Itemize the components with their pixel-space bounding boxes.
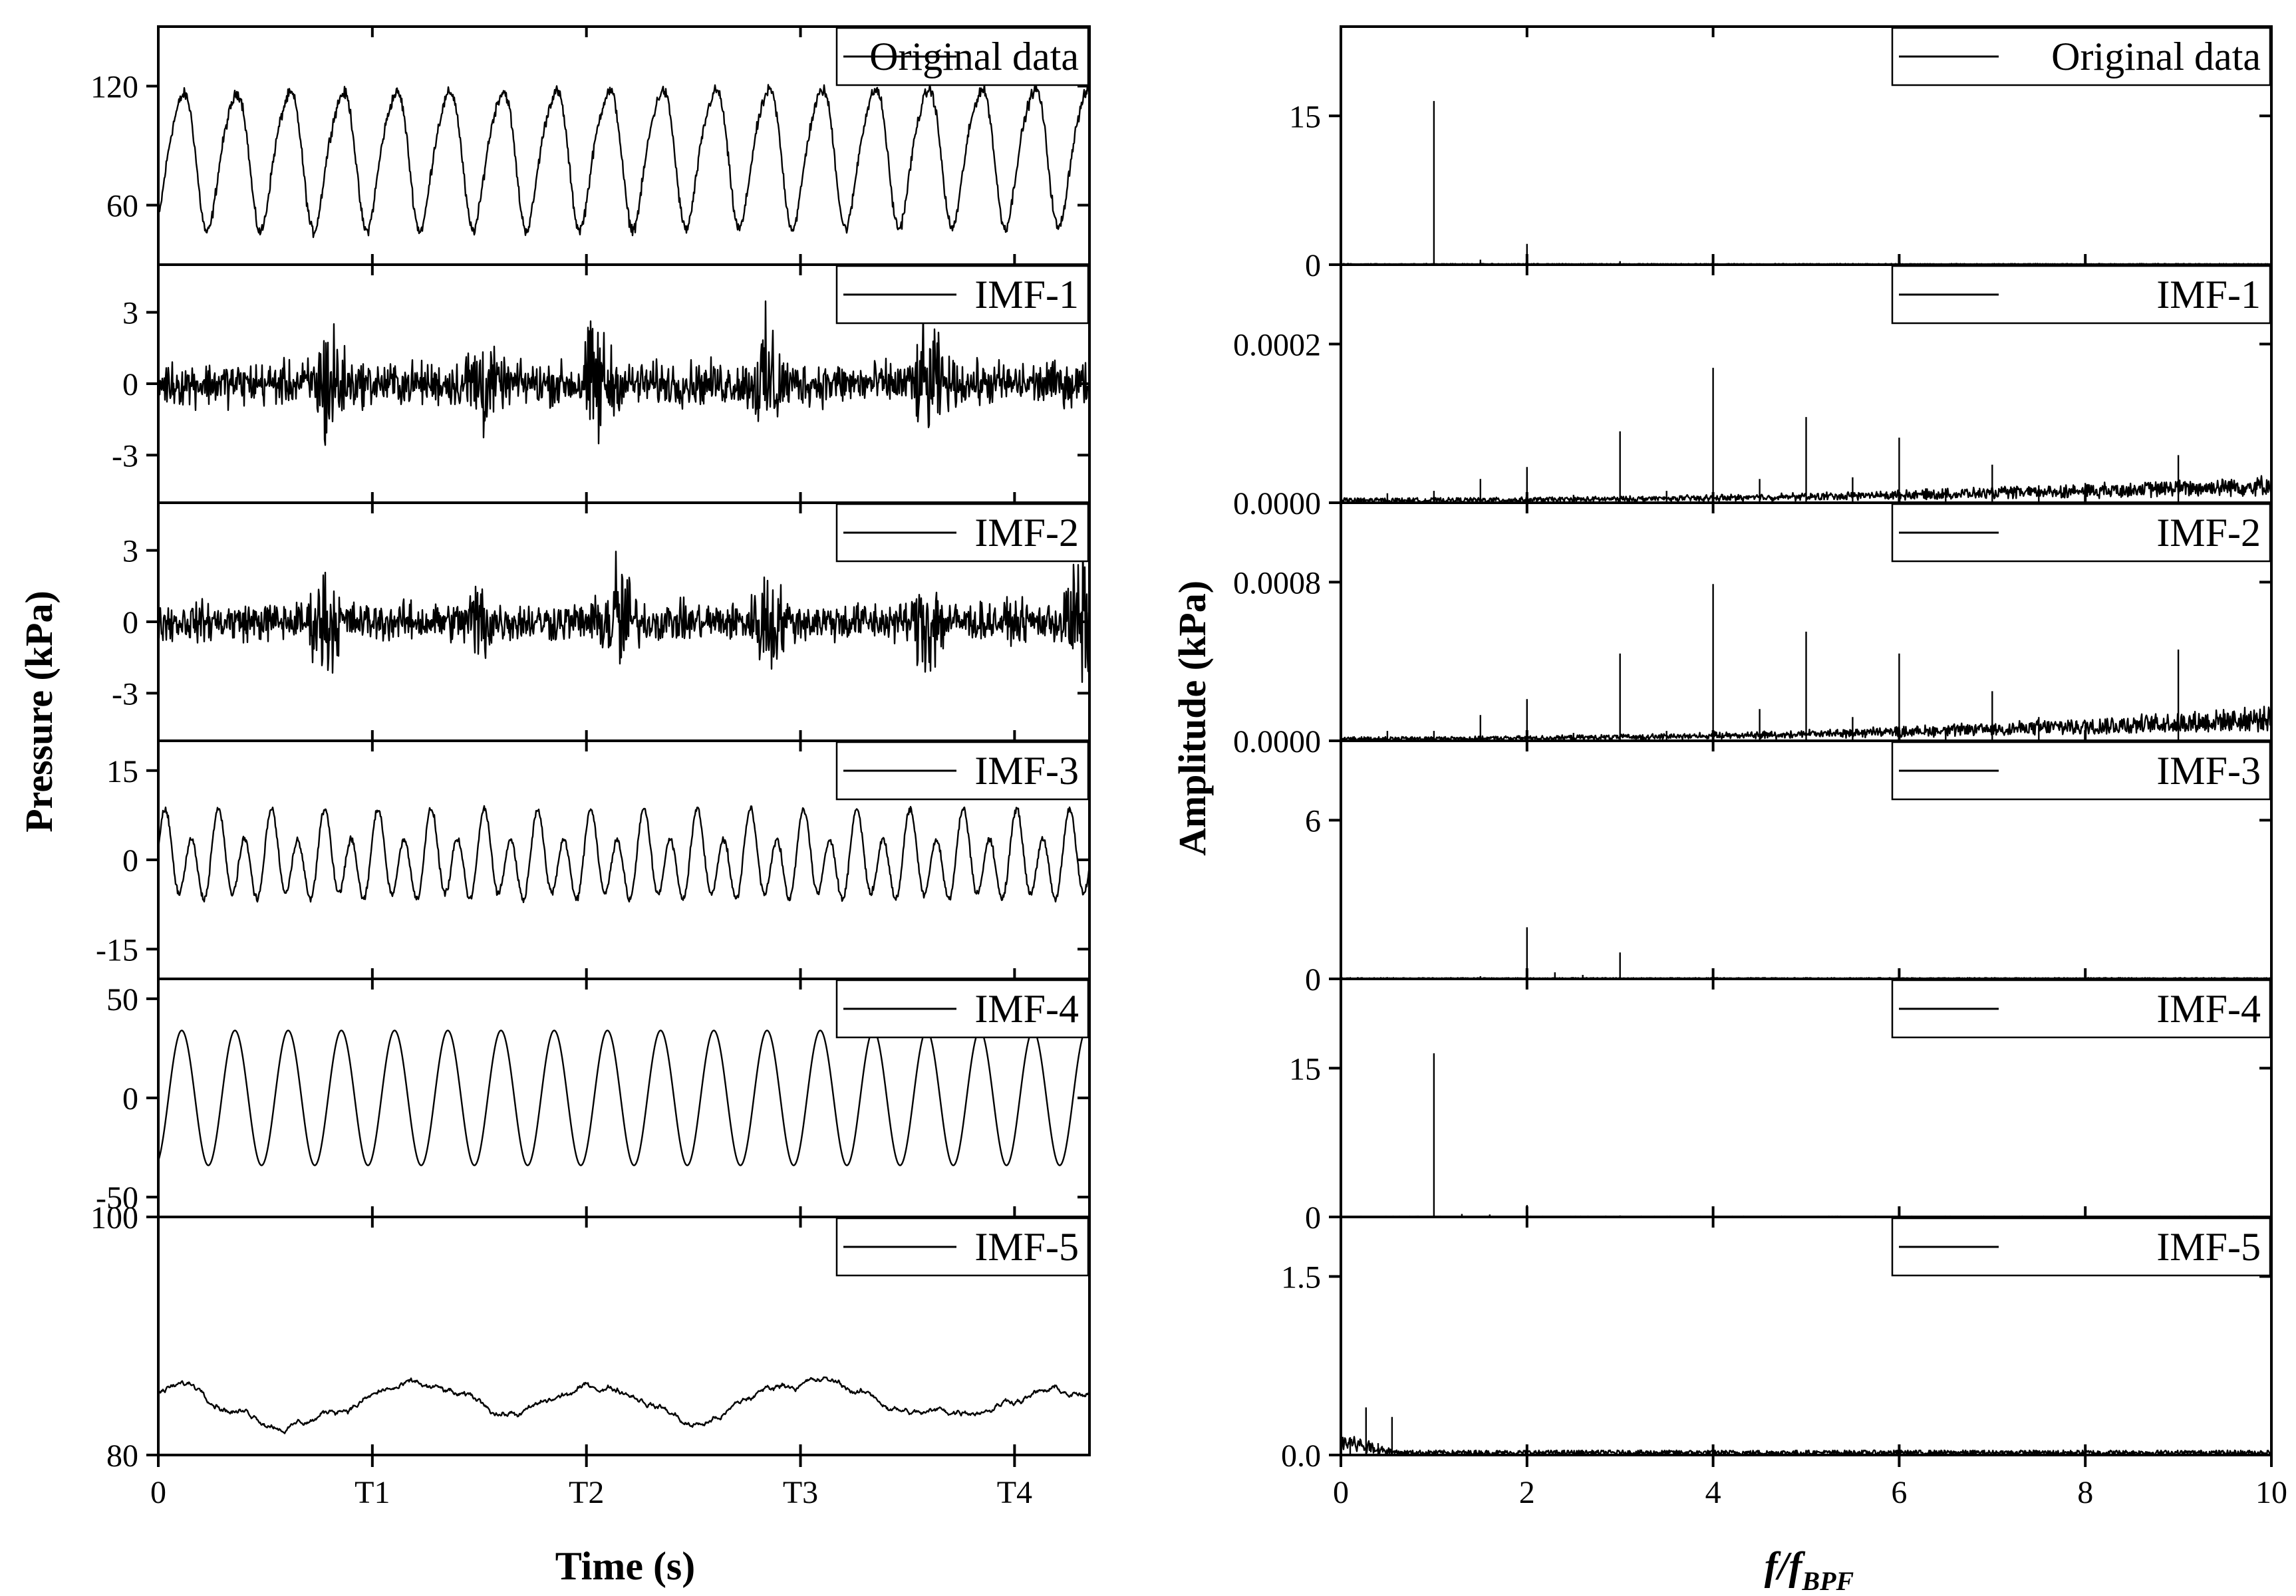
- time-6-x-tick-label: T2: [569, 1475, 604, 1510]
- freq-5-y-tick-label: 15: [1289, 1051, 1321, 1087]
- time-6-frame: [157, 1216, 1091, 1456]
- time-1-y-tick-label: 120: [90, 70, 138, 105]
- time-1-series-line: [157, 83, 1091, 238]
- time-6-x-tick-label: 0: [150, 1475, 166, 1510]
- freq-2-panel: 0.0000 0.0002 IMF-1: [1233, 263, 2273, 521]
- time-4-panel: -15 0 15 IMF-3: [96, 739, 1091, 980]
- time-2-panel: -3 0 3 IMF-1: [112, 263, 1091, 504]
- time-3-legend-label: IMF-2: [974, 511, 1079, 555]
- freq-4-panel: 0 6 IMF-3: [1305, 739, 2273, 998]
- time-5-series-line: [157, 1029, 1091, 1166]
- right-x-axis-label-main: f/f: [1765, 1544, 1806, 1588]
- time-5-y-tick-label: -50: [96, 1180, 138, 1216]
- freq-1-y-tick-label: 15: [1289, 99, 1321, 134]
- freq-1-legend-label: Original data: [2051, 35, 2261, 78]
- freq-2-legend-label: IMF-1: [2156, 273, 2261, 317]
- time-3-y-tick-label: 0: [122, 605, 138, 640]
- freq-6-frame: [1340, 1216, 2273, 1456]
- time-6-panel: 80 100 0 T1 T2 T3 T4 IMF-5: [90, 1200, 1091, 1510]
- freq-6-panel: 0.0 1.5 0 2 4 6 8 10 IMF-5: [1281, 1216, 2287, 1510]
- freq-4-series-line: [1340, 927, 2272, 980]
- time-1-panel: 60 120 Original data: [90, 25, 1091, 266]
- freq-2-series-line: [1340, 368, 2273, 504]
- right-y-axis-label: Amplitude (kPa): [1171, 581, 1214, 856]
- time-6-series-line: [158, 1376, 1090, 1434]
- time-4-y-tick-label: -15: [96, 932, 138, 968]
- freq-6-y-tick-label: 1.5: [1281, 1260, 1321, 1295]
- freq-1-y-tick-label: 0: [1305, 248, 1321, 283]
- freq-3-legend-label: IMF-2: [2156, 511, 2261, 555]
- freq-5-series-line: [1340, 1053, 2272, 1218]
- time-3-panel: -3 0 3 IMF-2: [112, 501, 1091, 742]
- time-5-panel: -50 0 50 IMF-4: [96, 978, 1091, 1218]
- right-x-axis-label: f/fBPF: [1765, 1544, 1854, 1596]
- time-5-legend-label: IMF-4: [974, 987, 1079, 1031]
- time-5-y-tick-label: 0: [122, 1081, 138, 1117]
- time-2-y-tick-label: -3: [112, 438, 138, 473]
- time-3-y-tick-label: 3: [122, 534, 138, 569]
- time-1-y-tick-label: 60: [106, 189, 138, 224]
- freq-3-series-line: [1340, 584, 2273, 742]
- time-3-legend-box: [835, 503, 1089, 563]
- freq-4-y-tick-label: 0: [1305, 962, 1321, 998]
- freq-6-y-tick-label: 0.0: [1281, 1438, 1321, 1474]
- freq-4-y-tick-label: 6: [1305, 803, 1321, 839]
- freq-6-x-tick-label: 0: [1333, 1475, 1349, 1510]
- freq-4-legend-label: IMF-3: [2156, 749, 2261, 793]
- time-domain-panels: 60 120 Original data -3 0 3 IMF-1 -3 0 3 IMF-2 -15 0…: [90, 25, 1091, 1510]
- freq-5-legend-box: [1891, 979, 2271, 1039]
- left-x-axis-label: Time (s): [555, 1544, 696, 1588]
- freq-6-x-tick-label: 10: [2255, 1475, 2287, 1510]
- time-1-legend-label: Original data: [869, 35, 1079, 78]
- freq-1-series-line: [1340, 100, 2272, 266]
- freq-6-x-tick-label: 6: [1891, 1475, 1907, 1510]
- freq-6-legend-label: IMF-5: [2156, 1225, 2261, 1269]
- time-2-series-line: [157, 300, 1091, 446]
- freq-6-x-tick-label: 2: [1519, 1475, 1535, 1510]
- freq-2-y-tick-label: 0.0000: [1233, 486, 1321, 521]
- time-6-x-tick-label: T4: [997, 1475, 1032, 1510]
- time-6-x-tick-label: T3: [783, 1475, 818, 1510]
- time-6-x-tick-label: T1: [355, 1475, 390, 1510]
- time-6-y-tick-label: 80: [106, 1438, 138, 1474]
- time-2-y-tick-label: 3: [122, 296, 138, 331]
- freq-6-legend-box: [1891, 1217, 2271, 1277]
- freq-1-panel: 0 15 Original data: [1289, 25, 2273, 283]
- freq-5-panel: 0 15 IMF-4: [1289, 978, 2273, 1236]
- time-5-y-tick-label: 50: [106, 982, 138, 1017]
- freq-3-y-tick-label: 0.0008: [1233, 565, 1321, 600]
- time-6-y-tick-label: 100: [90, 1200, 138, 1236]
- time-4-series-line: [157, 805, 1091, 904]
- time-4-y-tick-label: 15: [106, 754, 138, 789]
- time-3-y-tick-label: -3: [112, 676, 138, 712]
- time-3-series-line: [157, 547, 1090, 683]
- time-2-y-tick-label: 0: [122, 367, 138, 402]
- freq-5-y-tick-label: 0: [1305, 1200, 1321, 1236]
- time-4-legend-label: IMF-3: [974, 749, 1079, 793]
- right-x-axis-label-sub: BPF: [1801, 1566, 1854, 1596]
- time-2-legend-label: IMF-1: [974, 273, 1079, 317]
- freq-6-x-tick-label: 4: [1705, 1475, 1721, 1510]
- freq-3-y-tick-label: 0.0000: [1233, 724, 1321, 759]
- time-6-legend-label: IMF-5: [974, 1225, 1079, 1269]
- freq-6-series-line: [1340, 1407, 2272, 1456]
- left-y-axis-label: Pressure (kPa): [17, 591, 61, 833]
- freq-6-x-tick-label: 8: [2077, 1475, 2093, 1510]
- freq-3-panel: 0.0000 0.0008 IMF-2: [1233, 501, 2273, 759]
- freq-2-y-tick-label: 0.0002: [1233, 327, 1321, 362]
- freq-5-legend-label: IMF-4: [2156, 987, 2261, 1031]
- time-4-y-tick-label: 0: [122, 843, 138, 878]
